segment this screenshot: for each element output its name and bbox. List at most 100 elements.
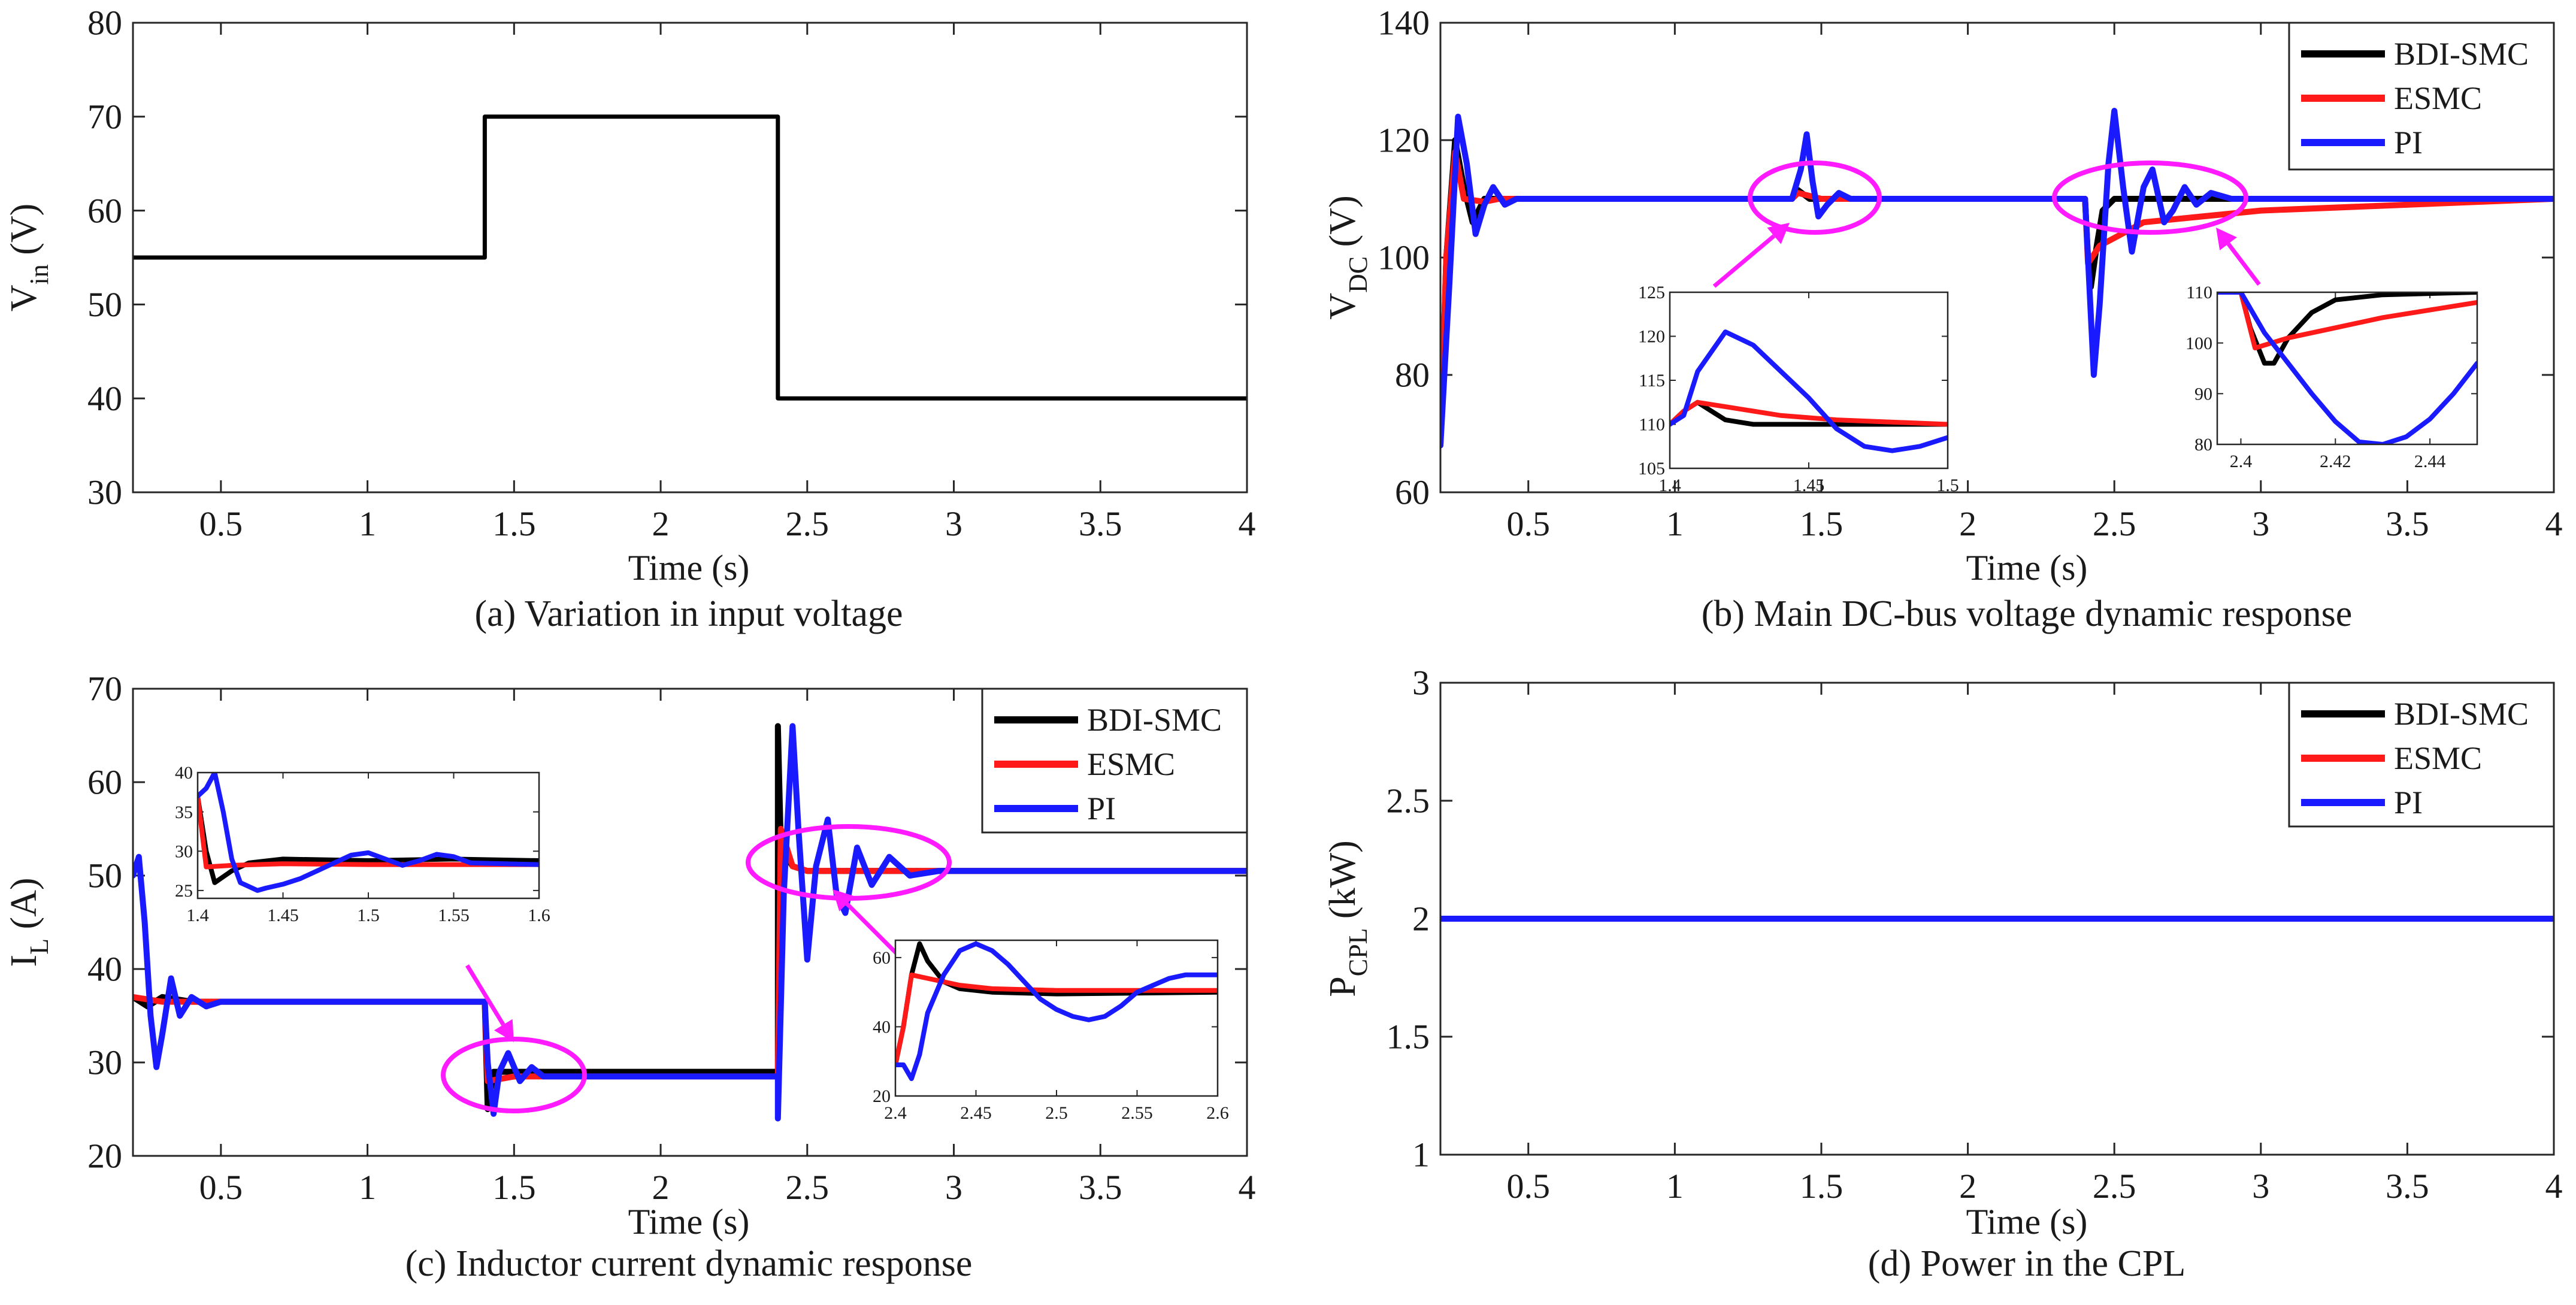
chart-b-highlight-arrow <box>1712 234 1776 288</box>
chart-c-inset-xtick-label: 2.5 <box>1045 1103 1068 1123</box>
chart-c-ytick-label: 30 <box>87 1043 122 1082</box>
chart-b-inset-xtick-label: 1.4 <box>1658 476 1681 495</box>
chart-b-inset-ytick-label: 120 <box>1638 327 1665 347</box>
chart-c-inset-ytick-label: 40 <box>873 1018 891 1037</box>
chart-c-frame <box>132 688 1248 1157</box>
chart-b-inset-xtick-label: 2.42 <box>2320 452 2351 471</box>
chart-c-inset-ytick-label: 25 <box>175 881 193 901</box>
chart-b-highlight-ellipse <box>2052 161 2248 235</box>
chart-c-legend-label: PI <box>1087 791 1116 826</box>
chart-c-inset-xtick-label: 1.45 <box>267 906 299 925</box>
chart-b-inset-plot-area <box>1670 292 1948 468</box>
chart-c-inset-ytick-label: 20 <box>873 1086 891 1106</box>
chart-b-inset-series-pi <box>2217 292 2477 444</box>
chart-a-ytick-label: 50 <box>87 285 122 324</box>
chart-b-highlight-arrowhead <box>2216 228 2237 250</box>
chart-c-inset-frame <box>894 939 1219 1097</box>
chart-b-xtick-label: 1.5 <box>1800 504 1844 543</box>
chart-c-xtick-label: 1 <box>359 1168 376 1207</box>
chart-b-xtick-label: 4 <box>2545 504 2563 543</box>
chart-c-legend: BDI-SMC ESMC PI <box>981 688 1248 834</box>
chart-b-inset-frame <box>1669 291 1949 470</box>
chart-c-inset-xtick-label: 2.4 <box>884 1103 907 1123</box>
chart-d-legend-label: PI <box>2394 785 2423 820</box>
chart-d-xtick-label: 1 <box>1666 1167 1684 1206</box>
chart-d-legend-label: ESMC <box>2394 740 2482 776</box>
chart-b-inset-ytick-label: 110 <box>2186 283 2212 302</box>
chart-c-inset-series-pi <box>198 773 539 893</box>
chart-b-legend: BDI-SMC ESMC PI <box>2288 22 2555 171</box>
chart-b-ytick-label: 80 <box>1395 356 1430 395</box>
chart-b-inset-series-group <box>2217 292 2477 444</box>
chart-b-xtick-label: 1 <box>1666 504 1684 543</box>
chart-b-xtick-label: 2.5 <box>2093 504 2136 543</box>
chart-a-xlabel: Time (s) <box>628 548 750 588</box>
chart-a-ytick-label: 80 <box>87 4 122 43</box>
chart-b-inset-xtick-label: 2.44 <box>2414 452 2446 471</box>
chart-b-inset-2: 2.4 2.42 2.44 80 90 100 110 <box>2185 283 2478 471</box>
chart-b-xtick-label: 3 <box>2252 504 2269 543</box>
chart-c-inset-series-group <box>895 941 1218 1082</box>
chart-c-inset-ytick-label: 35 <box>175 803 193 822</box>
chart-b-inset-ytick-label: 80 <box>2194 435 2212 455</box>
chart-c-legend-label: BDI-SMC <box>1087 702 1222 738</box>
chart-a-xtick-label: 1.5 <box>492 504 536 543</box>
chart-b-inset-xtick-label: 1.5 <box>1936 476 1959 495</box>
chart-b-highlight-ellipse <box>1748 161 1882 235</box>
chart-d-legend-label: BDI-SMC <box>2394 696 2529 732</box>
chart-c-series-pi <box>133 723 1247 1122</box>
chart-c-inset-ytick-label: 60 <box>873 948 891 968</box>
chart-a-ytick-label: 70 <box>87 98 122 137</box>
chart-b-highlight-arrowhead <box>1767 223 1790 244</box>
chart-a-ytick-label: 40 <box>87 379 122 418</box>
chart-c-inset-xtick-label: 2.45 <box>960 1103 992 1123</box>
chart-d-frame <box>1439 682 2555 1156</box>
chart-b-inset-ytick-label: 125 <box>1638 283 1665 302</box>
chart-b-inset-series-pi <box>1670 329 1948 453</box>
chart-c-highlight-arrowhead <box>833 889 855 912</box>
chart-d-ytick-label: 2.5 <box>1387 782 1430 820</box>
chart-c-inset-xtick-label: 2.6 <box>1206 1103 1229 1123</box>
chart-c-highlight-ellipse <box>441 1037 587 1113</box>
chart-b-xtick-label: 2 <box>1959 504 1976 543</box>
chart-c-xtick-label: 3 <box>945 1168 962 1207</box>
chart-b-inset-plot-area <box>2217 292 2477 444</box>
chart-a-ytick-label: 30 <box>87 473 122 512</box>
chart-c-inset-xtick-label: 1.5 <box>357 906 380 925</box>
chart-d-xtick-label: 4 <box>2545 1167 2563 1206</box>
chart-c-inset-xtick-label: 1.4 <box>186 906 209 925</box>
chart-c-ytick-label: 40 <box>87 950 122 989</box>
chart-a-series-vin <box>133 114 1247 401</box>
chart-c-xtick-label: 3.5 <box>1079 1168 1122 1207</box>
chart-b-inset-ytick-label: 100 <box>2185 334 2212 353</box>
chart-a-xtick-label: 0.5 <box>199 504 243 543</box>
chart-c-inset-ytick-label: 40 <box>175 763 193 783</box>
chart-b-legend-label: BDI-SMC <box>2394 36 2529 72</box>
chart-c-xtick-label: 1.5 <box>492 1168 536 1207</box>
chart-d-xlabel: Time (s) <box>1966 1202 2088 1242</box>
chart-a-frame <box>132 22 1248 493</box>
chart-b-legend-label: PI <box>2394 125 2423 161</box>
chart-a-xtick-label: 4 <box>1239 504 1256 543</box>
chart-a: 0.5 1 1.5 2 2.5 3 3.5 4 30 40 50 60 70 80 Time (s) Vin … <box>4 4 1256 634</box>
chart-c-xtick-label: 2 <box>652 1168 670 1207</box>
chart-c-ytick-label: 50 <box>87 856 122 895</box>
chart-a-series-group <box>133 114 1247 401</box>
chart-a-xtick-label: 2.5 <box>786 504 830 543</box>
chart-c-inset-ytick-label: 30 <box>175 841 193 861</box>
chart-c-ytick-label: 60 <box>87 763 122 802</box>
chart-c-inset-xtick-label: 1.55 <box>438 906 470 925</box>
chart-c-highlight-arrow <box>845 902 903 960</box>
chart-b-inset-frame <box>2216 291 2478 446</box>
chart-a-xtick-label: 2 <box>652 504 670 543</box>
chart-b-inset-ytick-label: 90 <box>2194 384 2212 404</box>
chart-c-xtick-label: 4 <box>1239 1168 1256 1207</box>
chart-b-inset-series-esmc <box>2217 292 2477 351</box>
chart-c-legend-label: ESMC <box>1087 746 1175 782</box>
chart-a-caption: (a) Variation in input voltage <box>474 594 903 634</box>
chart-b-ytick-label: 60 <box>1395 473 1430 512</box>
chart-b-xtick-label: 3.5 <box>2386 504 2429 543</box>
chart-a-xtick-label: 1 <box>359 504 376 543</box>
